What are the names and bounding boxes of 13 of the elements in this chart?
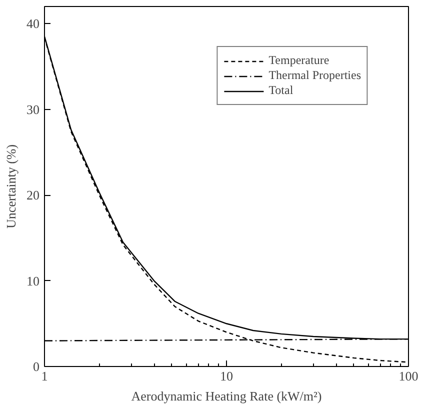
x-tick-label: 100 [398,368,418,384]
x-tick-label: 10 [220,368,233,384]
y-axis-title: Uncertainty (%) [4,144,18,229]
y-tick-label: 30 [26,102,40,117]
y-tick-label: 20 [26,188,40,203]
legend-label: Total [268,83,294,98]
x-tick-label: 1 [41,368,48,384]
y-tick-label: 40 [26,16,40,32]
legend-label: Temperature [268,53,330,68]
y-tick-label: 0 [33,359,40,374]
legend-label: Thermal Properties [268,68,361,83]
x-axis-title: Aerodynamic Heating Rate (kW/m²) [131,388,322,404]
y-tick-label: 10 [26,273,40,288]
